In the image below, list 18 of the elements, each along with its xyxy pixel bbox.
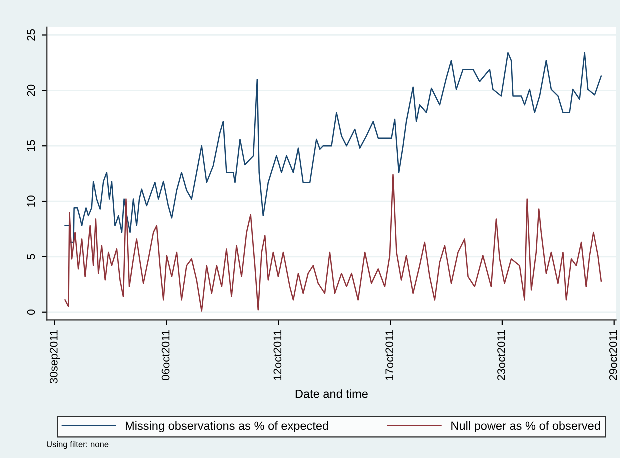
x-tick-label: 12oct2011 bbox=[274, 330, 282, 380]
y-tick-label: 15 bbox=[27, 140, 36, 152]
line-series bbox=[64, 52, 602, 244]
line-series bbox=[64, 174, 602, 312]
x-tick-label: 30sep2011 bbox=[50, 330, 60, 384]
y-tick-label: 0 bbox=[27, 310, 36, 316]
x-tick-label: 17oct2011 bbox=[386, 330, 394, 380]
x-tick-label: 29oct2011 bbox=[609, 330, 618, 380]
text: Using filter: none bbox=[47, 441, 109, 450]
y-tick-label: 25 bbox=[27, 30, 36, 41]
y-tick-label: 5 bbox=[27, 254, 36, 260]
x-tick-label: 06oct2011 bbox=[162, 330, 170, 381]
legend-label: Null power as % of observed bbox=[452, 421, 600, 432]
y-tick-label: 20 bbox=[27, 84, 36, 96]
legend-label: Missing observations as % of expected bbox=[126, 421, 328, 432]
x-axis-title: Date and time bbox=[296, 390, 368, 398]
x-tick-label: 23oct2011 bbox=[498, 330, 506, 380]
y-tick-label: 10 bbox=[27, 196, 36, 207]
